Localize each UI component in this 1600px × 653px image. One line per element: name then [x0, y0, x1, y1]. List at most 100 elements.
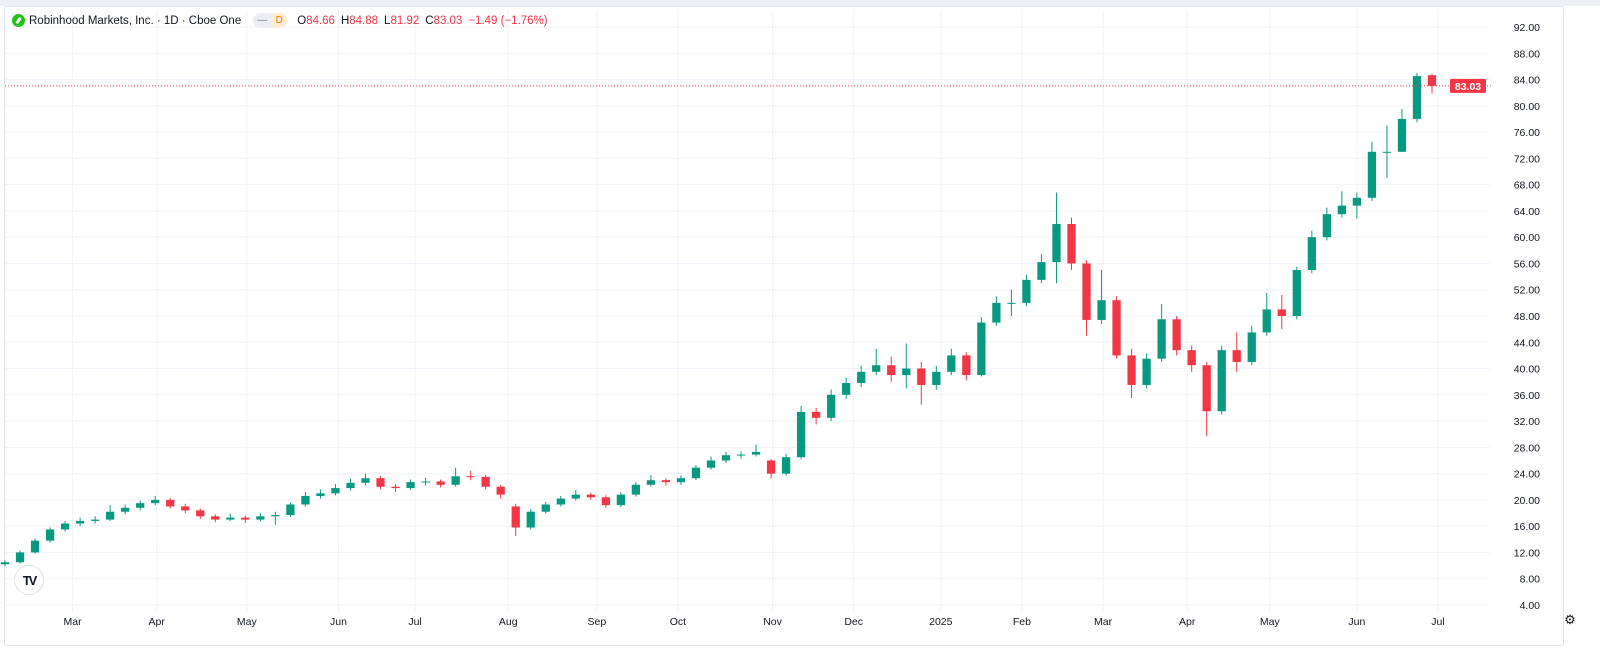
candle	[586, 492, 595, 500]
candle-body	[812, 411, 821, 418]
candle-body	[947, 355, 956, 372]
candle	[256, 513, 265, 522]
candle-body	[1052, 224, 1061, 263]
candle	[571, 490, 580, 501]
time-tick-label: Jul	[408, 616, 421, 628]
candle	[992, 296, 1001, 326]
candle	[1337, 191, 1347, 218]
last-price-marker: 83.03	[5, 78, 1492, 93]
low-label: L	[384, 14, 391, 27]
candle-body	[1247, 332, 1256, 362]
candle	[1037, 254, 1046, 284]
candle-body	[1202, 365, 1211, 412]
candle-body	[1082, 263, 1091, 320]
candle-body	[496, 486, 505, 495]
candle-body	[857, 371, 866, 383]
candle-body	[121, 507, 130, 512]
candle-body	[1097, 300, 1106, 320]
candle-body	[1277, 309, 1286, 316]
candle-body	[406, 482, 415, 489]
candle	[136, 500, 145, 511]
candle	[796, 405, 806, 460]
price-tick-label: 84.00	[1514, 75, 1540, 87]
candle-body	[1187, 350, 1196, 366]
price-tick-label: 44.00	[1514, 337, 1540, 349]
candle-body	[616, 494, 625, 506]
candle-body	[271, 514, 280, 517]
candle	[1172, 315, 1181, 356]
candle	[556, 495, 565, 507]
time-tick-label: Mar	[1094, 616, 1113, 628]
candle-body	[241, 517, 250, 520]
price-tick-label: 76.00	[1514, 127, 1540, 139]
candle	[451, 467, 460, 487]
candle	[947, 348, 956, 376]
candle-body	[1382, 151, 1392, 153]
candle-body	[15, 552, 25, 563]
candle	[691, 465, 701, 481]
price-tick-label: 4.00	[1520, 600, 1541, 612]
candle-body	[1262, 309, 1271, 333]
candle	[361, 473, 370, 486]
price-tick-label: 92.00	[1514, 22, 1540, 34]
candle	[1382, 125, 1392, 179]
candle	[1202, 361, 1211, 437]
candle-body	[917, 368, 926, 385]
candle-body	[902, 368, 911, 376]
time-tick-label: May	[237, 616, 258, 628]
candle	[887, 356, 896, 382]
candle-body	[151, 499, 160, 504]
time-tick-label: Feb	[1013, 616, 1031, 628]
time-tick-label: Nov	[763, 616, 782, 628]
candle-body	[75, 520, 85, 524]
settings-gear-icon[interactable]: ⚙	[1564, 612, 1576, 627]
candle-body	[796, 411, 806, 458]
candle-body	[646, 480, 656, 485]
candle	[60, 520, 70, 532]
candle	[721, 451, 731, 464]
candle-body	[1157, 319, 1166, 359]
candle	[1007, 289, 1016, 316]
high-value: 84.88	[349, 14, 379, 27]
candle-body	[211, 516, 220, 520]
symbol-title[interactable]: Robinhood Markets, Inc. · 1D · Cboe One	[29, 14, 242, 27]
candle	[1052, 192, 1061, 284]
candle	[511, 503, 520, 537]
candle	[1232, 332, 1241, 372]
candle-body	[541, 504, 550, 512]
candle-body	[556, 498, 565, 505]
candle	[166, 497, 175, 509]
candle	[812, 407, 821, 425]
candle-body	[316, 493, 325, 496]
price-tick-label: 20.00	[1514, 495, 1540, 507]
candle-body	[1067, 224, 1076, 264]
candle-body	[481, 476, 490, 487]
candle	[962, 352, 971, 381]
candle-body	[0, 562, 10, 565]
candle	[376, 476, 385, 490]
candle-body	[196, 510, 205, 517]
candle	[751, 444, 761, 457]
candle-body	[962, 355, 971, 376]
change-value: −1.49 (−1.76%)	[468, 14, 548, 27]
candle-body	[1427, 75, 1437, 86]
candle	[1307, 230, 1316, 274]
candle-body	[106, 511, 115, 520]
candle	[1142, 353, 1151, 389]
price-tick-label: 80.00	[1514, 101, 1540, 113]
candle	[271, 511, 280, 525]
candle-body	[90, 519, 100, 521]
candle	[857, 365, 866, 387]
candle	[827, 389, 836, 422]
tradingview-logo-icon[interactable]: TV	[14, 565, 44, 595]
candle-body	[1127, 355, 1136, 385]
candle	[917, 361, 926, 405]
price-tick-label: 60.00	[1514, 232, 1540, 244]
price-tick-label: 40.00	[1514, 364, 1540, 376]
price-axis: 4.00 8.00 12.00 16.00 20.00 24.00 28.00 32.00 36…	[1514, 22, 1540, 612]
time-tick-label: Jun	[1348, 616, 1365, 628]
interval-badge[interactable]: — D	[253, 13, 288, 28]
close-label: C	[425, 14, 434, 27]
candle	[106, 505, 115, 521]
